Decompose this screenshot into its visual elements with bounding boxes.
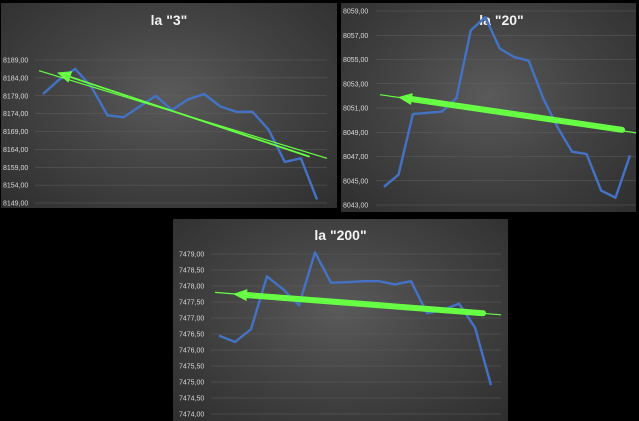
y-tick-label: 8184,00 (3, 75, 28, 82)
series-line (42, 67, 319, 200)
y-tick-label: 8164,00 (3, 147, 28, 154)
series-line (218, 251, 493, 386)
y-tick-label: 8045,00 (343, 178, 368, 185)
y-tick-label: 8179,00 (3, 93, 28, 100)
trend-arrow-head (398, 93, 413, 106)
y-tick-label: 8051,00 (343, 106, 368, 113)
y-tick-label: 7477,00 (179, 316, 204, 323)
y-tick-label: 8047,00 (343, 154, 368, 161)
y-tick-label: 7478,50 (179, 268, 204, 275)
chart-panel-la-20: la "20" 8043,00 8045,00 8047,00 8049,00 8051… (341, 3, 636, 212)
y-tick-label: 7477,50 (179, 300, 204, 307)
chart-title: la "3" (150, 12, 188, 28)
y-tick-label: 8057,00 (343, 33, 368, 40)
y-tick-label: 8174,00 (3, 111, 28, 118)
y-tick-label: 7474,50 (179, 396, 204, 403)
chart-title: la "20" (479, 12, 524, 28)
y-tick-label: 8189,00 (3, 58, 28, 65)
chart-plot-la-200: 7474,00 7474,50 7475,00 7475,50 7476,00 7476,… (179, 251, 502, 419)
y-tick-label: 7478,00 (179, 284, 204, 291)
trend-arrow-shaft (64, 74, 310, 158)
y-tick-label: 7475,00 (179, 380, 204, 387)
y-tick-label: 8154,00 (3, 183, 28, 190)
y-tick-label: 7474,00 (179, 412, 204, 419)
trend-arrow-shaft (403, 95, 625, 133)
y-tick-label: 8055,00 (343, 57, 368, 64)
y-tick-label: 8159,00 (3, 165, 28, 172)
chart-plot-la-20: 8043,00 8045,00 8047,00 8049,00 8051,00 8053,… (343, 9, 636, 210)
chart-title: la "200" (314, 227, 367, 243)
chart-plot-la-3: 8149,00 8154,00 8159,00 8164,00 8169,00 8174,… (3, 58, 328, 208)
trend-arrow-shaft (238, 291, 486, 317)
y-tick-label: 7476,50 (179, 332, 204, 339)
y-tick-label: 7479,00 (179, 252, 204, 259)
y-tick-label: 8149,00 (3, 201, 28, 208)
chart-panel-la-200: la "200" 7474,00 7474,50 7475,00 7475,50 747… (173, 219, 508, 421)
y-tick-label: 8059,00 (343, 9, 368, 16)
y-tick-label: 8043,00 (343, 203, 368, 210)
y-tick-label: 8053,00 (343, 81, 368, 88)
y-tick-label: 8049,00 (343, 130, 368, 137)
trend-arrow-head (233, 289, 248, 302)
y-tick-label: 7476,00 (179, 348, 204, 355)
y-tick-label: 8169,00 (3, 129, 28, 136)
series-line (383, 15, 632, 199)
y-tick-label: 7475,50 (179, 364, 204, 371)
trend-arrow-head (57, 71, 73, 83)
chart-panel-la-3: la "3" 8149,00 8154,00 8159,00 8164,00 8169,… (1, 3, 337, 208)
